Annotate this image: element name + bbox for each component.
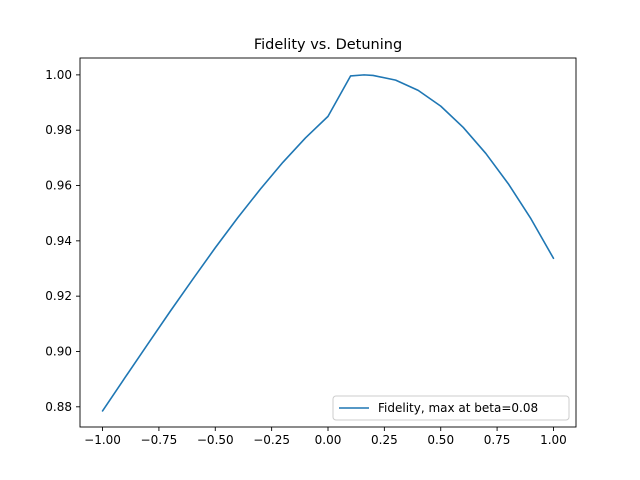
y-tick-label: 0.92 — [45, 289, 72, 303]
y-tick-label: 1.00 — [45, 68, 72, 82]
legend: Fidelity, max at beta=0.08 — [332, 395, 570, 421]
y-tick-label: 0.96 — [45, 179, 72, 193]
x-tick-label: −0.75 — [141, 433, 178, 447]
y-tick-label: 0.94 — [45, 234, 72, 248]
x-tick-label: 0.00 — [315, 433, 342, 447]
series-line-0 — [101, 74, 555, 412]
x-tick-label: −0.25 — [253, 433, 290, 447]
chart-title: Fidelity vs. Detuning — [254, 37, 402, 53]
plot-area — [101, 74, 555, 412]
x-tick-label: −1.00 — [84, 433, 121, 447]
y-tick-label: 0.98 — [45, 123, 72, 137]
x-tick-label: −0.50 — [197, 433, 234, 447]
x-tick-label: 1.00 — [540, 433, 567, 447]
axes: −1.00 −0.75 −0.50 −0.25 0.00 0.25 0.50 0.75 1.00… — [45, 57, 577, 447]
y-tick-label: 0.90 — [45, 344, 72, 358]
x-tick-label: 0.75 — [484, 433, 511, 447]
x-tick-label: 0.50 — [427, 433, 454, 447]
legend-label: Fidelity, max at beta=0.08 — [378, 401, 538, 415]
legend-box — [332, 395, 570, 421]
x-tick-label: 0.25 — [371, 433, 398, 447]
y-tick-label: 0.88 — [45, 400, 72, 414]
